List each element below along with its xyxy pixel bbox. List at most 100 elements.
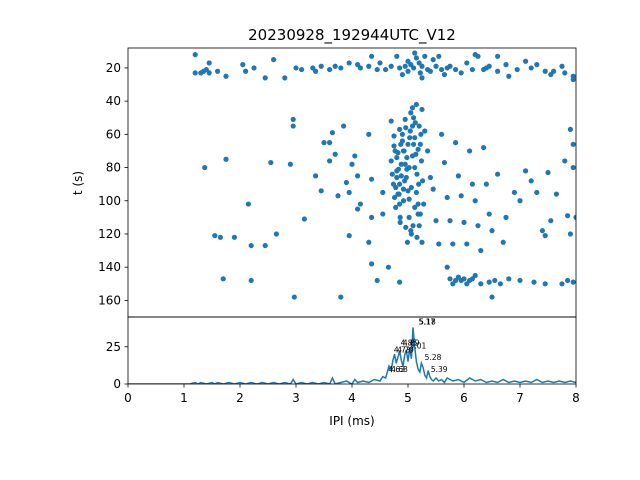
scatter-point — [415, 201, 421, 207]
scatter-point — [332, 151, 338, 157]
scatter-point — [415, 146, 421, 152]
scatter-point — [472, 52, 478, 58]
scatter-point — [212, 233, 218, 239]
scatter-point — [399, 131, 405, 137]
scatter-point — [427, 174, 433, 181]
scatter-point — [380, 189, 386, 196]
scatter-point — [418, 131, 424, 137]
scatter-point — [329, 130, 335, 136]
scatter-point — [559, 281, 565, 287]
scatter-point — [385, 264, 391, 270]
scatter-point — [461, 219, 467, 225]
scatter-point — [394, 53, 400, 59]
scatter-point — [412, 164, 418, 171]
scatter-point — [483, 65, 489, 71]
scatter-point — [506, 276, 512, 282]
scatter-point — [461, 276, 467, 282]
scatter-point — [397, 214, 403, 220]
x-axis-label: IPI (ms) — [329, 414, 374, 428]
scatter-point — [416, 123, 422, 129]
scatter-point — [405, 68, 411, 74]
scatter-point — [318, 63, 324, 69]
scatter-point — [404, 166, 410, 172]
scatter-point — [511, 189, 517, 196]
scatter-point — [223, 73, 229, 79]
scatter-point — [570, 141, 576, 147]
x-tick-label: 5 — [404, 391, 412, 405]
scatter-point — [397, 219, 403, 225]
scatter-point — [430, 186, 436, 192]
scatter-point — [271, 57, 277, 63]
scatter-point — [467, 148, 473, 154]
scatter-point — [406, 196, 412, 202]
scatter-point — [483, 181, 489, 187]
y-tick-label: 140 — [98, 260, 121, 274]
scatter-point — [573, 214, 576, 220]
scatter-point — [539, 228, 546, 234]
scatter-point — [391, 194, 398, 201]
scatter-point — [447, 218, 453, 224]
y-tick-label: 0 — [113, 377, 121, 391]
scatter-point — [419, 178, 426, 184]
scatter-point — [444, 264, 450, 270]
scatter-point — [357, 201, 363, 207]
scatter-point — [402, 178, 408, 184]
scatter-point — [327, 140, 333, 146]
scatter-point — [383, 66, 389, 73]
peak-annotation: 4.73 — [394, 346, 411, 355]
scatter-point — [391, 133, 397, 139]
scatter-point — [444, 194, 450, 201]
scatter-point — [411, 115, 417, 121]
scatter-point — [240, 62, 246, 68]
peak-annotation: 4.63 — [388, 365, 405, 374]
scatter-point — [394, 174, 400, 181]
scatter-point — [567, 231, 574, 237]
scatter-point — [243, 68, 249, 74]
scatter-point — [412, 135, 418, 141]
scatter-point — [528, 178, 534, 184]
scatter-point — [444, 65, 450, 71]
scatter-point — [419, 63, 425, 69]
scatter-point — [313, 68, 319, 74]
scatter-point — [486, 211, 492, 217]
scatter-point — [192, 52, 198, 58]
scatter-point — [262, 75, 268, 81]
scatter-point — [391, 143, 397, 149]
scatter-point — [422, 53, 428, 59]
scatter-point — [458, 70, 464, 76]
y-tick-label: 100 — [98, 194, 121, 208]
scatter-point — [248, 242, 254, 249]
scatter-point — [545, 169, 551, 176]
scatter-point — [398, 141, 404, 147]
scatter-point — [369, 176, 375, 182]
scatter-point — [291, 294, 297, 300]
scatter-point — [565, 213, 571, 219]
scatter-point — [425, 148, 431, 154]
scatter-point — [335, 193, 341, 199]
scatter-point — [380, 211, 386, 217]
scatter-point — [453, 140, 459, 146]
y-tick-label: 160 — [98, 293, 121, 307]
scatter-point — [542, 233, 548, 239]
scatter-point — [397, 126, 403, 132]
scatter-point — [534, 62, 540, 68]
scatter-point — [287, 161, 293, 167]
scatter-point — [273, 231, 279, 237]
scatter-point — [400, 198, 407, 204]
scatter-point — [562, 70, 568, 76]
scatter-point — [332, 63, 338, 69]
scatter-point — [268, 159, 274, 166]
x-tick-label: 6 — [460, 391, 468, 405]
scatter-point — [366, 63, 372, 69]
scatter-point — [433, 63, 439, 69]
scatter-point — [497, 281, 503, 287]
peak-annotation: 4.85 — [401, 338, 418, 347]
x-tick-label: 7 — [516, 391, 524, 405]
x-tick-label: 4 — [348, 391, 356, 405]
chart-title: 20230928_192944UTC_V12 — [248, 26, 456, 45]
scatter-point — [206, 70, 212, 76]
scatter-point — [223, 156, 229, 162]
scatter-point — [503, 62, 509, 68]
scatter-point — [404, 154, 410, 161]
